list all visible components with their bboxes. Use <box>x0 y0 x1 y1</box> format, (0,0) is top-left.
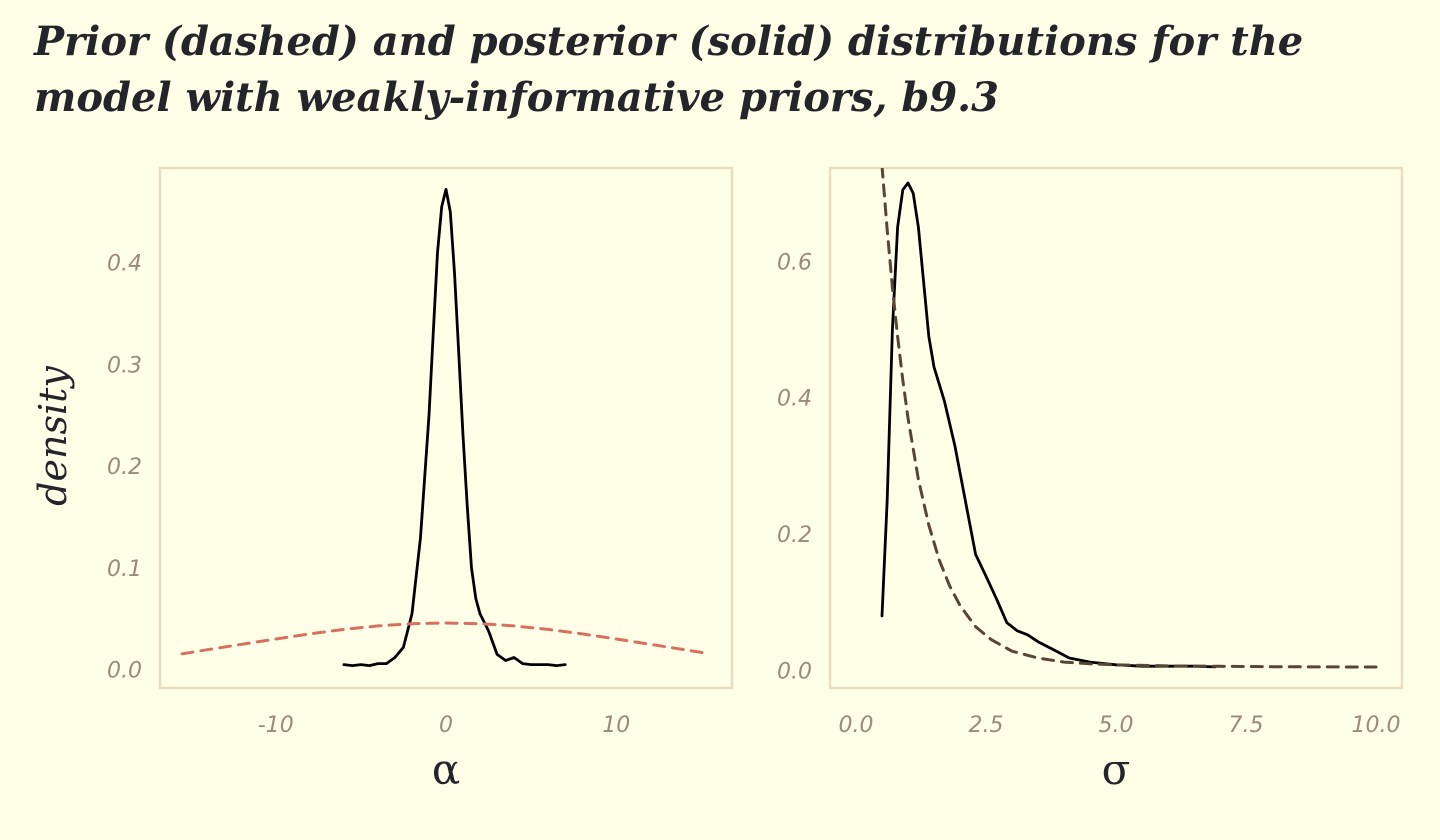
alpha-x-tick-label: -10 <box>258 713 294 738</box>
sigma-x-axis-label: σ <box>1102 745 1131 794</box>
sigma-x-tick-label: 10.0 <box>1352 713 1401 738</box>
alpha-y-ticks: 0.0 0.1 0.2 0.3 0.4 <box>107 252 142 684</box>
sigma-posterior-line <box>880 181 1217 669</box>
sigma-x-ticks: 0.0 2.5 5.0 7.5 10.0 <box>839 713 1401 738</box>
alpha-y-tick-label: 0.2 <box>107 455 142 480</box>
alpha-y-tick-label: 0.4 <box>107 252 142 277</box>
alpha-panel: 0.0 0.1 0.2 0.3 0.4 -10 0 10 α density <box>31 166 734 794</box>
sigma-y-tick-label: 0.2 <box>777 523 812 548</box>
alpha-posterior-line <box>342 188 567 667</box>
sigma-y-tick-label: 0.4 <box>777 387 812 412</box>
sigma-panel: 0.0 0.2 0.4 0.6 0.0 2.5 5.0 7.5 10.0 σ <box>777 166 1404 794</box>
sigma-series-group <box>880 168 1378 669</box>
alpha-x-ticks: -10 0 10 <box>258 713 630 738</box>
alpha-y-axis-label: density <box>31 366 75 506</box>
sigma-y-ticks: 0.0 0.2 0.4 0.6 <box>777 250 812 684</box>
sigma-x-tick-label: 2.5 <box>969 713 1004 738</box>
alpha-y-tick-label: 0.1 <box>107 557 142 582</box>
sigma-x-tick-label: 0.0 <box>839 713 874 738</box>
alpha-x-axis-label: α <box>432 745 460 794</box>
alpha-prior-line <box>180 621 712 656</box>
alpha-x-tick-label: 10 <box>602 713 630 738</box>
sigma-prior-line <box>880 168 1378 669</box>
sigma-panel-frame <box>828 166 1404 690</box>
alpha-y-tick-label: 0.3 <box>107 353 142 378</box>
alpha-panel-frame <box>158 166 734 690</box>
sigma-x-tick-label: 7.5 <box>1229 713 1264 738</box>
chart-title: Prior (dashed) and posterior (solid) dis… <box>34 18 1304 121</box>
sigma-y-tick-label: 0.0 <box>777 659 812 684</box>
alpha-x-tick-label: 0 <box>439 713 453 738</box>
alpha-series-group <box>180 188 712 667</box>
alpha-y-tick-label: 0.0 <box>107 659 142 684</box>
sigma-x-tick-label: 5.0 <box>1099 713 1134 738</box>
sigma-y-tick-label: 0.6 <box>777 250 812 275</box>
